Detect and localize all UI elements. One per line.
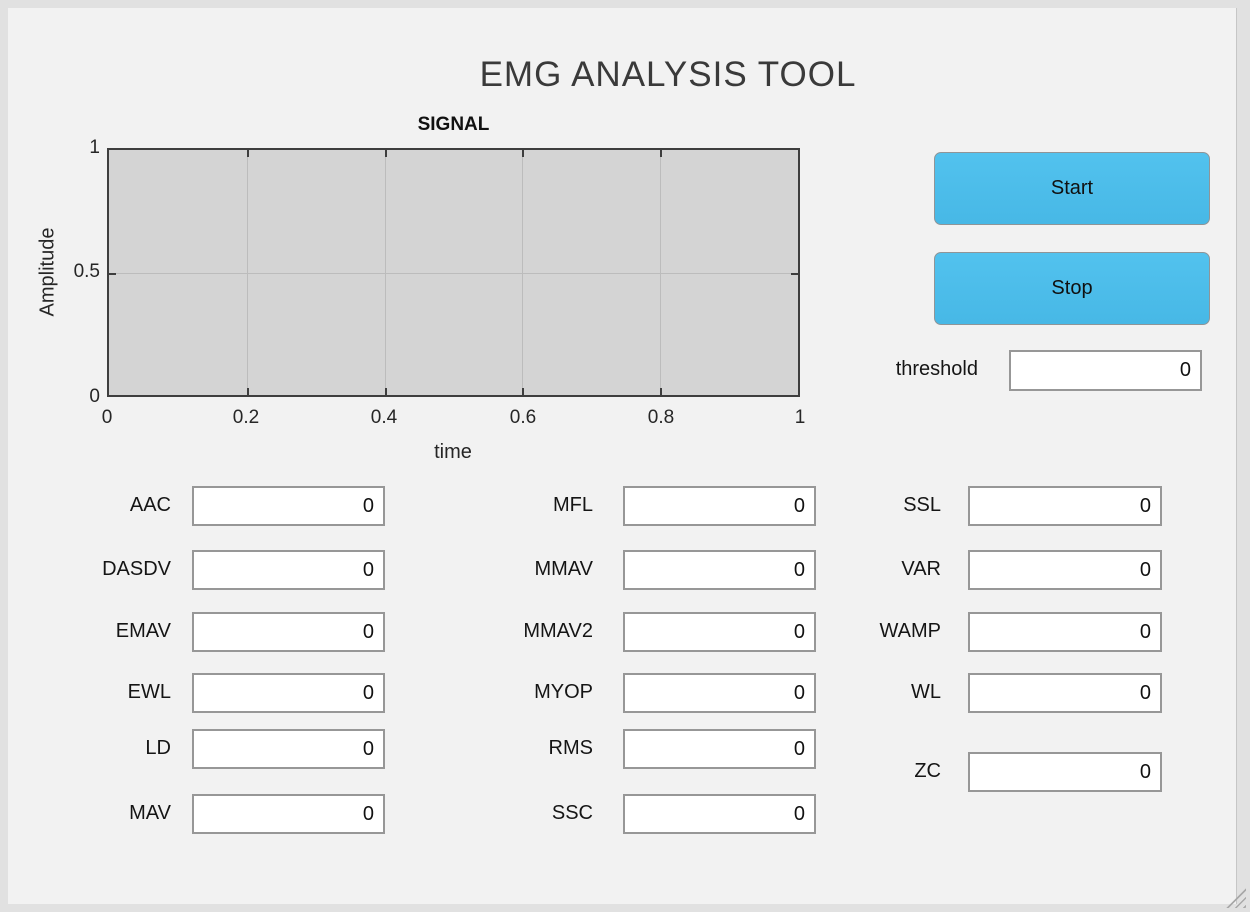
feature-input-mmav[interactable] bbox=[623, 550, 816, 590]
xtick-mark bbox=[522, 150, 525, 157]
xtick-mark bbox=[660, 388, 663, 395]
xtick-mark bbox=[660, 150, 663, 157]
feature-label-mfl: MFL bbox=[553, 494, 593, 516]
feature-label-ssc: SSC bbox=[551, 802, 593, 824]
xtick-label-0.8: 0.8 bbox=[647, 407, 675, 428]
x-axis-label: time bbox=[434, 441, 472, 463]
xtick-mark bbox=[522, 388, 525, 395]
xtick-mark bbox=[384, 150, 387, 157]
feature-label-mmav2: MMAV2 bbox=[523, 620, 593, 642]
feature-input-ewl[interactable] bbox=[192, 673, 385, 713]
feature-input-rms[interactable] bbox=[623, 729, 816, 769]
feature-label-mav: MAV bbox=[129, 802, 171, 824]
threshold-input[interactable] bbox=[1009, 350, 1202, 391]
feature-label-ewl: EWL bbox=[127, 681, 171, 703]
ytick-mark bbox=[109, 272, 116, 275]
feature-input-ssl[interactable] bbox=[968, 486, 1162, 526]
plot-title: SIGNAL bbox=[417, 114, 490, 135]
feature-input-wl[interactable] bbox=[968, 673, 1162, 713]
feature-label-zc: ZC bbox=[914, 760, 941, 782]
feature-input-wamp[interactable] bbox=[968, 612, 1162, 652]
feature-label-myop: MYOP bbox=[534, 681, 593, 703]
ytick-label-1: 1 bbox=[89, 137, 100, 158]
page-title: EMG ANALYSIS TOOL bbox=[479, 55, 857, 94]
feature-input-mfl[interactable] bbox=[623, 486, 816, 526]
feature-label-mmav: MMAV bbox=[534, 558, 593, 580]
threshold-label: threshold bbox=[895, 358, 978, 380]
ytick-label-0.5: 0.5 bbox=[73, 261, 100, 282]
feature-label-ssl: SSL bbox=[903, 494, 941, 516]
stop-button[interactable]: Stop bbox=[934, 252, 1210, 325]
feature-label-aac: AAC bbox=[129, 494, 171, 516]
xtick-mark bbox=[246, 388, 249, 395]
ytick-label-0: 0 bbox=[89, 386, 100, 407]
feature-label-rms: RMS bbox=[548, 737, 593, 759]
feature-label-ld: LD bbox=[145, 737, 171, 759]
xtick-label-0.4: 0.4 bbox=[370, 407, 398, 428]
feature-input-mmav2[interactable] bbox=[623, 612, 816, 652]
xtick-mark bbox=[246, 150, 249, 157]
y-axis-label: Amplitude bbox=[36, 227, 59, 317]
figure-canvas: EMG ANALYSIS TOOL SIGNAL 1 0.5 bbox=[8, 8, 1237, 904]
feature-input-ld[interactable] bbox=[192, 729, 385, 769]
feature-input-dasdv[interactable] bbox=[192, 550, 385, 590]
gridline-y-0.5 bbox=[109, 272, 798, 274]
feature-input-emav[interactable] bbox=[192, 612, 385, 652]
xtick-label-1: 1 bbox=[794, 407, 806, 428]
signal-plot-area bbox=[107, 148, 800, 397]
feature-label-emav: EMAV bbox=[115, 620, 171, 642]
feature-input-mav[interactable] bbox=[192, 794, 385, 834]
feature-label-wamp: WAMP bbox=[879, 620, 941, 642]
feature-label-wl: WL bbox=[911, 681, 941, 703]
xtick-mark bbox=[384, 388, 387, 395]
feature-input-ssc[interactable] bbox=[623, 794, 816, 834]
feature-input-myop[interactable] bbox=[623, 673, 816, 713]
feature-input-var[interactable] bbox=[968, 550, 1162, 590]
feature-input-aac[interactable] bbox=[192, 486, 385, 526]
start-button[interactable]: Start bbox=[934, 152, 1210, 225]
xtick-label-0.2: 0.2 bbox=[232, 407, 260, 428]
xtick-label-0.6: 0.6 bbox=[509, 407, 537, 428]
feature-input-zc[interactable] bbox=[968, 752, 1162, 792]
feature-label-var: VAR bbox=[901, 558, 941, 580]
ytick-mark bbox=[791, 272, 798, 275]
feature-label-dasdv: DASDV bbox=[102, 558, 171, 580]
xtick-label-0: 0 bbox=[101, 407, 113, 428]
